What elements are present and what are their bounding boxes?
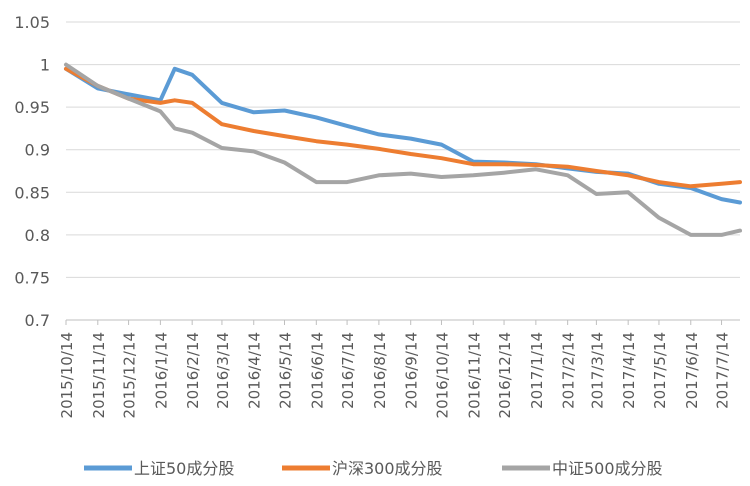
x-tick-label: 2017/7/14 bbox=[714, 332, 732, 409]
series-line-2 bbox=[64, 62, 742, 237]
series-line-1 bbox=[64, 66, 742, 189]
x-tick-label: 2015/11/14 bbox=[90, 332, 108, 418]
legend-label-1: 沪深300成分股 bbox=[332, 459, 443, 478]
x-axis: 2015/10/14 2015/11/14 2015/12/14 2016/1/14 2… bbox=[58, 319, 740, 418]
x-tick-label: 2015/10/14 bbox=[58, 332, 76, 418]
y-tick-label: 0.8 bbox=[25, 226, 50, 245]
x-tick-label: 2016/2/14 bbox=[184, 332, 202, 409]
y-tick-label: 0.7 bbox=[25, 311, 50, 330]
x-tick-label: 2017/6/14 bbox=[683, 332, 701, 409]
legend-label-0: 上证50成分股 bbox=[134, 459, 234, 478]
y-tick-label: 1 bbox=[40, 56, 50, 75]
x-tick-label: 2016/12/14 bbox=[496, 332, 514, 418]
x-tick-label: 2015/12/14 bbox=[121, 332, 139, 418]
x-tick-label: 2016/8/14 bbox=[371, 332, 389, 409]
x-tick-label: 2016/1/14 bbox=[152, 332, 170, 409]
y-tick-label: 0.85 bbox=[14, 183, 50, 202]
legend: 上证50成分股 沪深300成分股 中证500成分股 bbox=[84, 459, 663, 478]
x-tick-label: 2017/2/14 bbox=[560, 332, 578, 409]
x-tick-label: 2016/10/14 bbox=[433, 332, 451, 418]
y-tick-label: 0.75 bbox=[14, 268, 50, 287]
x-tick-label: 2016/11/14 bbox=[465, 332, 483, 418]
series-lines bbox=[64, 62, 742, 237]
x-tick-label: 2016/7/14 bbox=[339, 332, 357, 409]
x-tick-label: 2017/1/14 bbox=[528, 332, 546, 409]
y-tick-label: 0.95 bbox=[14, 98, 50, 117]
series-line-0 bbox=[64, 66, 742, 205]
x-tick-label: 2017/4/14 bbox=[620, 332, 638, 409]
x-tick-label: 2016/9/14 bbox=[403, 332, 421, 409]
x-tick-label: 2016/4/14 bbox=[246, 332, 264, 409]
y-axis-ticks: 0.7 0.75 0.8 0.85 0.9 0.95 1 1.05 bbox=[14, 13, 50, 330]
y-tick-label: 1.05 bbox=[14, 13, 50, 32]
legend-label-2: 中证500成分股 bbox=[552, 459, 663, 478]
y-tick-label: 0.9 bbox=[25, 141, 50, 160]
x-tick-label: 2016/3/14 bbox=[214, 332, 232, 409]
x-tick-label: 2017/3/14 bbox=[588, 332, 606, 409]
x-tick-label: 2016/5/14 bbox=[277, 332, 295, 409]
x-tick-label: 2017/5/14 bbox=[651, 332, 669, 409]
grid-lines bbox=[66, 21, 740, 278]
x-tick-label: 2016/6/14 bbox=[308, 332, 326, 409]
